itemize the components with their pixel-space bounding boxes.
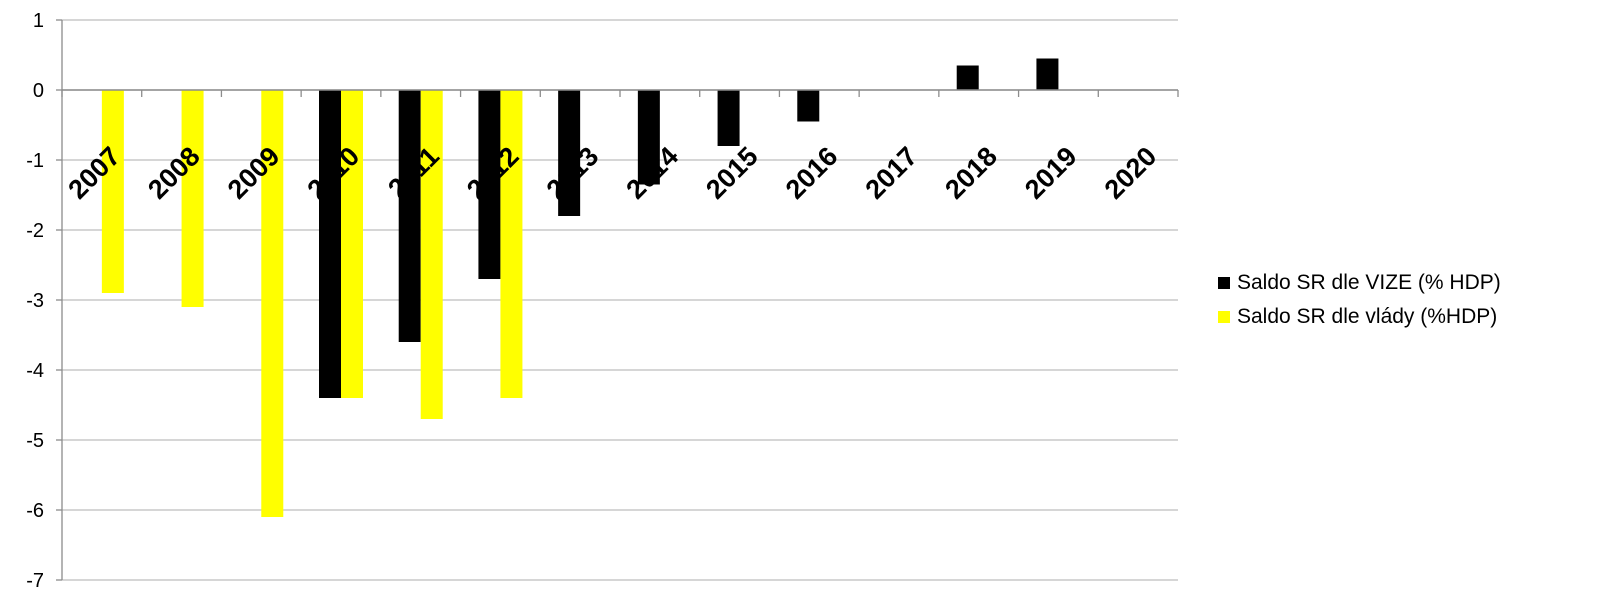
legend: Saldo SR dle VIZE (% HDP) Saldo SR dle v… [1218,266,1501,334]
y-tick-label: -3 [26,290,44,312]
legend-item-vize: Saldo SR dle VIZE (% HDP) [1218,266,1501,300]
bar-vize [1036,58,1059,90]
legend-swatch-vlady [1218,311,1230,323]
legend-swatch-vize [1218,277,1230,289]
bar-vize [797,90,820,122]
bar-vlady [181,90,204,307]
bar-vlady [101,90,124,293]
x-tick-label: 2017 [860,141,924,205]
bar-vlady [261,90,284,517]
bar-vlady [420,90,443,419]
bar-vize [956,65,979,90]
bar-vize [637,90,660,185]
bar-vize [398,90,421,342]
y-tick-label: 0 [33,80,44,102]
legend-label-vize: Saldo SR dle VIZE (% HDP) [1237,271,1501,294]
x-tick-label: 2014 [620,141,684,205]
x-tick-label: 2016 [780,141,844,205]
bar-vize [319,90,341,398]
y-tick-label: 1 [33,10,44,32]
bar-vize [558,90,581,216]
y-tick-label: -6 [26,500,44,522]
bar-vlady [341,90,363,398]
x-tick-label: 2015 [700,141,764,205]
legend-item-vlady: Saldo SR dle vlády (%HDP) [1218,300,1501,334]
bar-vize [478,90,501,279]
x-tick-label: 2019 [1019,141,1083,205]
legend-label-vlady: Saldo SR dle vlády (%HDP) [1237,305,1498,328]
y-tick-label: -1 [26,150,44,172]
x-tick-label: 2020 [1099,141,1163,205]
x-tick-label: 2018 [939,141,1003,205]
y-tick-label: -5 [26,430,44,452]
y-tick-label: -7 [26,570,44,592]
y-tick-label: -2 [26,220,44,242]
bar-vlady [500,90,523,398]
y-tick-label: -4 [26,360,44,382]
bar-vize [717,90,740,146]
